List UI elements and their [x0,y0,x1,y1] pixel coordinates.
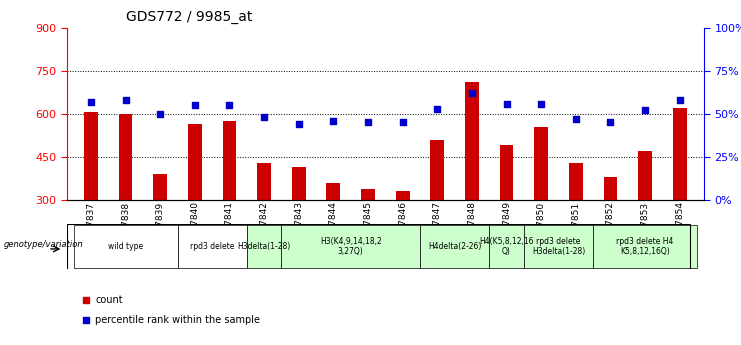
Bar [222,121,236,200]
FancyBboxPatch shape [489,225,524,268]
Point [570,116,582,122]
Bar [499,146,514,200]
Text: rpd3 delete: rpd3 delete [190,242,234,251]
FancyBboxPatch shape [524,225,593,268]
Point [362,120,374,125]
Bar [569,163,582,200]
Text: rpd3 delete H4
K5,8,12,16Q): rpd3 delete H4 K5,8,12,16Q) [617,237,674,256]
FancyBboxPatch shape [73,225,178,268]
Point [605,120,617,125]
Bar [361,189,375,200]
Point [85,99,97,105]
FancyBboxPatch shape [593,225,697,268]
Text: H3delta(1-28): H3delta(1-28) [237,242,290,251]
Text: wild type: wild type [108,242,143,251]
Bar [84,112,98,200]
Point [189,102,201,108]
Text: H4delta(2-26): H4delta(2-26) [428,242,481,251]
Point [466,90,478,96]
Point [674,97,685,103]
FancyBboxPatch shape [420,225,489,268]
Bar [673,108,687,200]
Bar [153,174,167,200]
Point [224,102,236,108]
Point [639,108,651,113]
Bar [534,127,548,200]
Text: percentile rank within the sample: percentile rank within the sample [96,315,260,325]
Point [328,118,339,124]
Bar [431,140,444,200]
Bar [257,163,271,200]
Bar [465,82,479,200]
Point [535,101,547,106]
Text: GDS772 / 9985_at: GDS772 / 9985_at [126,10,253,24]
Text: rpd3 delete
H3delta(1-28): rpd3 delete H3delta(1-28) [532,237,585,256]
Point [501,101,513,106]
Text: H4(K5,8,12,16
Q): H4(K5,8,12,16 Q) [479,237,534,256]
Text: H3(K4,9,14,18,2
3,27Q): H3(K4,9,14,18,2 3,27Q) [320,237,382,256]
Point [80,317,92,323]
Bar [396,191,410,200]
Point [293,121,305,127]
Text: count: count [96,295,123,305]
FancyBboxPatch shape [247,225,282,268]
Bar [188,124,202,200]
Point [119,97,131,103]
Bar [638,151,652,200]
Bar [327,183,340,200]
Point [258,115,270,120]
FancyBboxPatch shape [282,225,420,268]
Point [80,297,92,303]
Point [154,111,166,117]
Bar [292,167,306,200]
Bar [603,177,617,200]
Bar [119,114,133,200]
Text: genotype/variation: genotype/variation [4,240,83,249]
Point [396,120,408,125]
FancyBboxPatch shape [178,225,247,268]
Point [431,106,443,111]
